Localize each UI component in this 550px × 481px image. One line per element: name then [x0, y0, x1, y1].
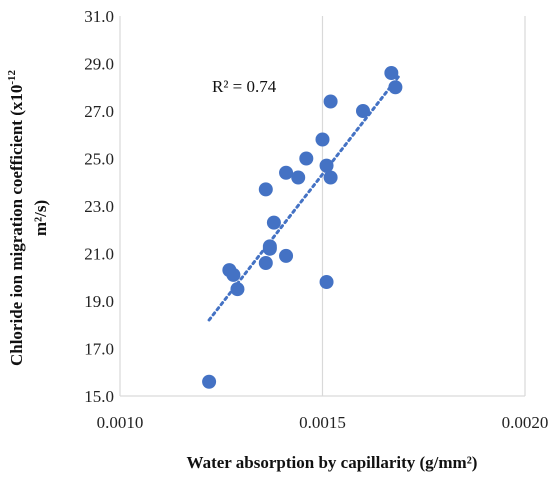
data-point-9 — [279, 248, 294, 263]
data-point-14 — [319, 158, 334, 173]
data-point-12 — [299, 151, 314, 166]
data-point-2 — [226, 267, 241, 282]
data-point-19 — [384, 66, 399, 80]
data-point-15 — [323, 170, 338, 185]
x-axis-title: Water absorption by capillarity (g/mm²) — [187, 453, 478, 472]
y-tick-label: 19.0 — [84, 292, 114, 311]
y-axis-title-exponent: -12 — [6, 69, 18, 84]
data-point-17 — [319, 275, 334, 289]
y-tick-label: 25.0 — [84, 150, 114, 169]
y-tick-label: 21.0 — [84, 245, 114, 264]
y-tick-label: 23.0 — [84, 197, 114, 216]
y-axis-title: Chloride ion migration coefficient (x10-… — [6, 69, 50, 366]
data-point-7 — [266, 215, 281, 230]
x-tick-label: 0.0020 — [502, 413, 549, 432]
y-axis-title-line1: Chloride ion migration coefficient (x10-… — [6, 69, 26, 366]
data-point-16 — [323, 94, 338, 109]
x-tick-label: 0.0010 — [97, 413, 144, 432]
data-point-11 — [291, 170, 306, 185]
y-tick-label: 29.0 — [84, 55, 114, 74]
data-point-8 — [258, 182, 273, 197]
y-tick-label: 31.0 — [84, 7, 114, 26]
x-tick-label: 0.0015 — [299, 413, 346, 432]
vertical-gridlines — [119, 16, 526, 397]
data-point-20 — [388, 80, 403, 95]
data-point-0 — [202, 374, 217, 389]
r-squared-annotation: R² = 0.74 — [212, 77, 277, 96]
data-points — [202, 66, 403, 389]
x-axis-ticks: 0.0010 0.0015 0.0020 — [97, 413, 549, 432]
data-point-10 — [279, 165, 294, 180]
y-axis-title-line2: m²/s) — [31, 200, 50, 236]
trendline-group — [207, 73, 401, 322]
data-point-18 — [356, 104, 370, 118]
data-point-4 — [258, 256, 273, 270]
data-point-6 — [262, 239, 277, 254]
y-axis-title-line1-main: Chloride ion migration coefficient (x10 — [7, 85, 26, 366]
trendline — [207, 73, 401, 322]
data-point-13 — [315, 132, 330, 147]
y-axis-ticks: 15.0 17.0 19.0 21.0 23.0 25.0 27.0 29.0 31.0 — [84, 7, 114, 406]
y-tick-label: 27.0 — [84, 102, 114, 121]
data-point-3 — [230, 282, 245, 297]
y-tick-label: 17.0 — [84, 340, 114, 359]
y-tick-label: 15.0 — [84, 387, 114, 406]
